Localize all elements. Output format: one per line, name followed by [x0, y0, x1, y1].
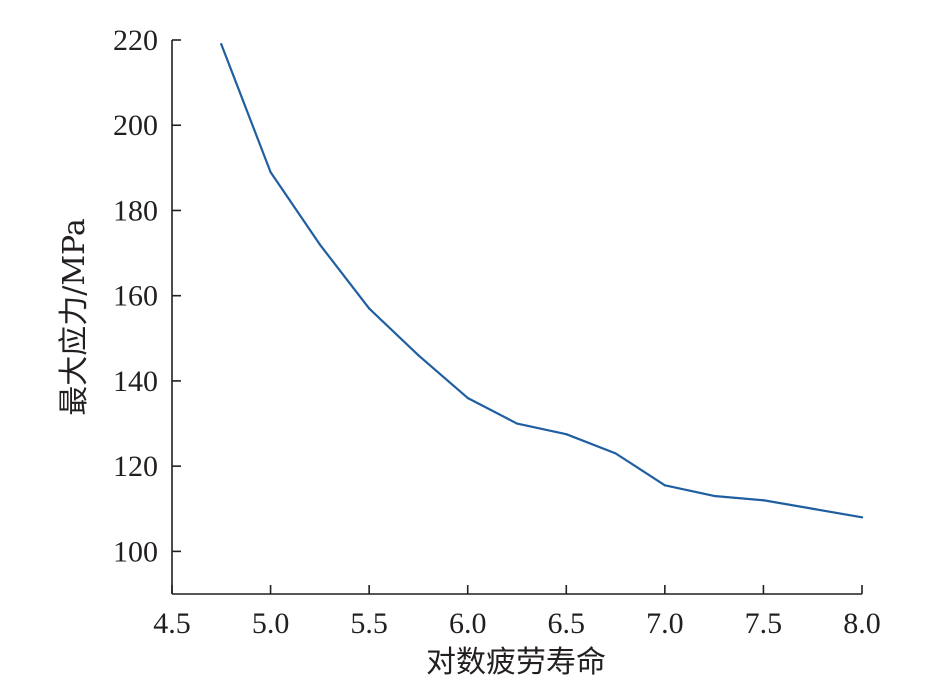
data-point: [860, 516, 864, 519]
data-point: [713, 494, 716, 498]
data-point: [466, 396, 469, 400]
x-tick-label: 4.5: [153, 607, 191, 640]
x-tick-label: 7.5: [745, 607, 783, 640]
data-point: [220, 43, 223, 46]
y-tick-label: 100: [113, 535, 158, 568]
y-tick-label: 140: [113, 365, 158, 398]
data-point: [663, 484, 666, 487]
x-tick-label: 5.0: [252, 607, 290, 640]
y-tick-label: 160: [113, 280, 158, 313]
y-tick-label: 220: [113, 24, 158, 57]
x-tick-label: 8.0: [843, 607, 881, 640]
data-point: [417, 354, 420, 357]
axes: [171, 40, 862, 595]
x-tick-label: 7.0: [646, 607, 684, 640]
data-point: [368, 307, 371, 310]
data-point: [811, 507, 814, 510]
ticks: 4.5 5.0 5.5 6.0 6.5 7.0 7.5 8.0 100 120 140 160 180 2…: [113, 24, 881, 640]
data-point: [515, 422, 519, 425]
data-point: [565, 433, 568, 436]
data-point: [318, 243, 321, 246]
y-tick-label: 200: [113, 109, 158, 142]
x-tick-label: 5.5: [350, 607, 388, 640]
series-line: [220, 43, 864, 519]
data-point: [762, 499, 765, 502]
x-tick-label: 6.5: [548, 607, 586, 640]
data-point: [614, 452, 617, 455]
y-tick-label: 180: [113, 194, 158, 227]
x-tick-label: 6.0: [449, 607, 487, 640]
series-layer: [220, 43, 864, 519]
y-tick-label: 120: [113, 450, 158, 483]
x-axis-title: 对数疲劳寿命: [426, 645, 606, 680]
data-point: [269, 171, 272, 174]
y-axis-title: 最大应力/MPa: [57, 218, 92, 416]
